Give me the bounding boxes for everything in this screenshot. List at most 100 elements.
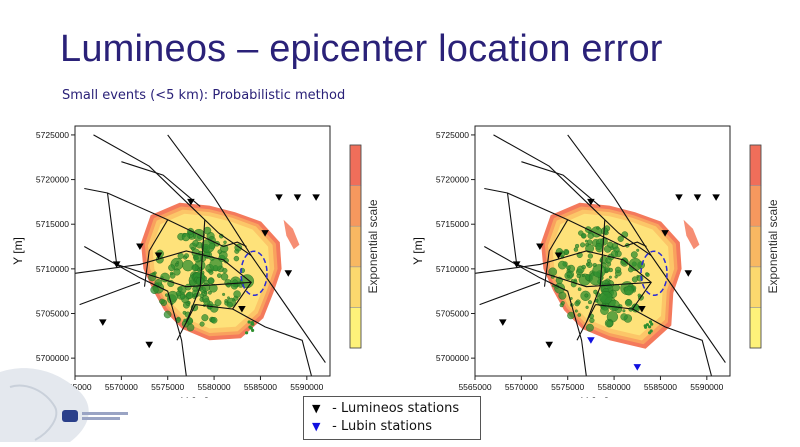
lumineos-station-marker (554, 252, 563, 259)
lumineos-station-marker (684, 270, 693, 277)
colorbar-segment (749, 266, 762, 308)
x-tick-label: 5590000 (690, 382, 723, 392)
event-epicenter (160, 272, 170, 283)
event-epicenter (177, 252, 184, 260)
colorbar-segment (349, 266, 362, 308)
event-epicenter (624, 299, 633, 307)
blue-triangle-icon: ▼ (312, 420, 321, 433)
colorbar-frame (349, 144, 362, 349)
lumineos-station-marker (238, 306, 246, 313)
district-boundary (521, 161, 601, 207)
event-epicenter (203, 226, 212, 235)
plot-area (475, 134, 726, 376)
event-epicenter (592, 264, 606, 278)
colorbar-segment (749, 225, 762, 268)
district-boundary (176, 304, 196, 341)
y-axis-label: Y [m] (11, 237, 25, 265)
district-boundary (567, 134, 652, 256)
lumineos-station-marker (638, 306, 646, 313)
event-epicenter (209, 258, 223, 272)
event-epicenter (585, 244, 595, 253)
legend-label-lumineos: - Lumineos stations (332, 401, 460, 416)
lumineos-station-marker (99, 319, 107, 326)
event-epicenter (207, 290, 212, 295)
y-tick-label: 5700000 (436, 353, 469, 363)
event-epicenter (577, 287, 582, 291)
colorbar-frame (749, 144, 762, 349)
event-epicenter (636, 248, 640, 252)
lumineos-station-marker (499, 319, 507, 326)
x-axis-label: X [m] (180, 395, 208, 398)
event-epicenter (209, 304, 219, 313)
event-epicenter (201, 283, 211, 292)
event-epicenter (608, 299, 620, 312)
event-epicenter (240, 274, 255, 289)
colorbar-segment (749, 185, 762, 227)
y-tick-label: 5700000 (36, 353, 69, 363)
event-epicenter (630, 251, 638, 259)
x-tick-label: 5585000 (244, 382, 277, 392)
event-epicenter (210, 316, 218, 324)
colorbar-segment (349, 185, 362, 227)
district-boundary (223, 241, 247, 248)
y-tick-label: 5710000 (436, 264, 469, 274)
district-boundary (167, 134, 252, 256)
event-epicenter (612, 283, 620, 292)
event-epicenter (605, 257, 612, 264)
event-epicenter (183, 318, 187, 323)
lumineos-station-marker (293, 194, 302, 201)
event-epicenter (159, 298, 165, 305)
event-epicenter (580, 233, 587, 239)
lumineos-station-marker (545, 341, 553, 349)
event-epicenter (169, 272, 176, 279)
event-epicenter (245, 331, 249, 335)
event-epicenter (187, 300, 191, 304)
event-epicenter (587, 253, 594, 259)
event-epicenter (648, 331, 652, 335)
y-tick-label: 5725000 (36, 130, 69, 140)
x-tick-label: 5590000 (290, 382, 323, 392)
lumineos-station-marker (275, 194, 283, 201)
colorbar-label: Exponential scale (366, 199, 380, 293)
y-tick-label: 5725000 (436, 130, 469, 140)
event-epicenter (174, 262, 179, 267)
colorbar-segment (349, 225, 362, 268)
district-boundary (475, 250, 652, 310)
uncertainty-east-patch (283, 219, 300, 250)
event-epicenter (627, 266, 634, 273)
x-axis-label: X [m] (580, 395, 608, 398)
district-boundary (493, 134, 726, 363)
event-epicenter (233, 290, 241, 298)
event-epicenter (585, 262, 590, 267)
event-epicenter (637, 293, 642, 298)
lumineos-station-marker (136, 243, 144, 250)
colorbar-segment (349, 144, 362, 186)
event-epicenter (168, 264, 176, 272)
event-epicenter (574, 300, 580, 307)
x-tick-label: 5580000 (198, 382, 231, 392)
institute-logo-area (0, 352, 150, 442)
legend-label-lubin: - Lubin stations (332, 419, 432, 434)
event-epicenter (220, 273, 229, 281)
colorbar-segment (749, 144, 762, 186)
event-epicenter (247, 320, 251, 324)
district-boundary (543, 219, 569, 287)
y-tick-label: 5705000 (36, 309, 69, 319)
event-epicenter (596, 226, 600, 230)
event-epicenter (614, 275, 618, 279)
event-epicenter (580, 242, 586, 248)
district-boundary (185, 219, 206, 323)
lumineos-station-marker (675, 194, 683, 201)
event-epicenter (199, 321, 205, 327)
district-boundary (121, 161, 201, 207)
event-epicenter (226, 301, 233, 308)
district-boundary (623, 241, 647, 248)
event-epicenter (631, 276, 638, 283)
left-epicenter-plot: 5565000 5570000 5575000 5580000 5585000 55900… (0, 118, 400, 409)
event-epicenter (587, 300, 592, 305)
y-tick-label: 5720000 (36, 175, 69, 185)
lumineos-station-marker (145, 341, 153, 349)
event-epicenter (201, 314, 209, 322)
district-boundary (506, 192, 652, 288)
district-boundary (232, 308, 313, 376)
